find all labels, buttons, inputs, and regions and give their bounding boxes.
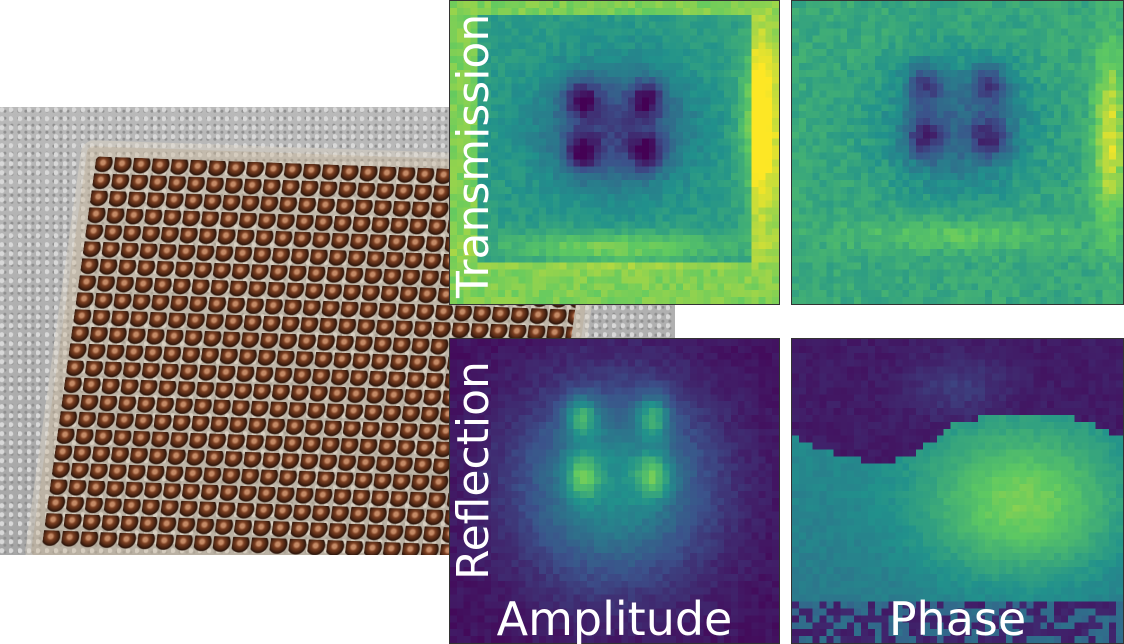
heatmap-transmission-phase — [791, 0, 1124, 305]
row-label-reflection: Reflection — [448, 361, 499, 580]
column-label-phase: Phase — [888, 592, 1027, 644]
heatmap-transmission-amplitude — [449, 0, 780, 305]
column-label-amplitude: Amplitude — [496, 592, 733, 644]
row-label-transmission: Transmission — [448, 13, 499, 298]
heatmap-reflection-phase — [791, 338, 1124, 644]
